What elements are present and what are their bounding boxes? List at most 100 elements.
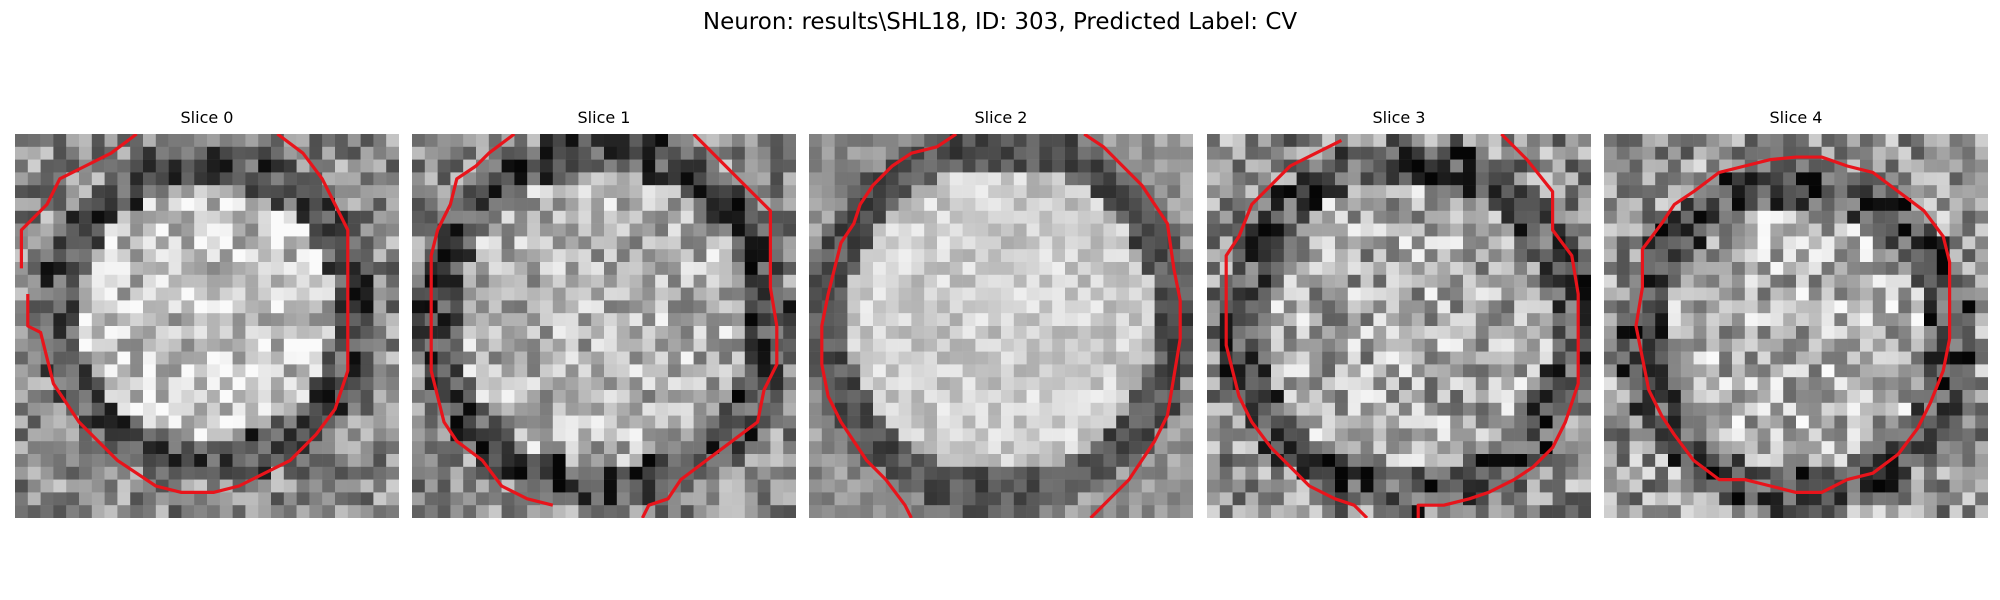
- image-pixel: [1514, 351, 1528, 365]
- image-pixel: [1770, 198, 1784, 212]
- image-pixel: [514, 479, 528, 493]
- image-pixel: [873, 390, 887, 404]
- image-pixel: [949, 428, 963, 442]
- image-pixel: [1207, 390, 1221, 404]
- image-pixel: [488, 351, 502, 365]
- image-pixel: [565, 210, 579, 224]
- image-pixel: [1924, 172, 1938, 186]
- image-pixel: [744, 390, 758, 404]
- image-pixel: [1744, 172, 1758, 186]
- image-pixel: [1437, 351, 1451, 365]
- image-pixel: [706, 223, 720, 237]
- image-pixel: [988, 300, 1002, 314]
- image-pixel: [1154, 249, 1168, 263]
- image-pixel: [1732, 364, 1746, 378]
- image-pixel: [1424, 185, 1438, 199]
- image-pixel: [104, 172, 118, 186]
- image-pixel: [66, 210, 80, 224]
- image-pixel: [732, 262, 746, 276]
- image-pixel: [1296, 274, 1310, 288]
- image-pixel: [1860, 185, 1874, 199]
- image-pixel: [578, 402, 592, 416]
- image-pixel: [194, 262, 208, 276]
- image-pixel: [629, 249, 643, 263]
- image-pixel: [130, 505, 144, 518]
- image-pixel: [1949, 402, 1963, 416]
- image-pixel: [514, 402, 528, 416]
- image-pixel: [1129, 198, 1143, 212]
- image-pixel: [655, 236, 669, 250]
- image-pixel: [347, 364, 361, 378]
- image-pixel: [117, 364, 131, 378]
- image-pixel: [1847, 377, 1861, 391]
- image-pixel: [347, 454, 361, 468]
- image-pixel: [181, 159, 195, 173]
- image-pixel: [1732, 262, 1746, 276]
- image-pixel: [1911, 159, 1925, 173]
- image-pixel: [1834, 198, 1848, 212]
- image-pixel: [783, 159, 796, 173]
- image-pixel: [386, 274, 399, 288]
- image-pixel: [1668, 505, 1682, 518]
- image-pixel: [1514, 223, 1528, 237]
- image-pixel: [642, 198, 656, 212]
- image-pixel: [1719, 146, 1733, 160]
- image-pixel: [1001, 415, 1015, 429]
- image-pixel: [924, 402, 938, 416]
- image-pixel: [296, 454, 310, 468]
- image-pixel: [1322, 505, 1336, 518]
- image-pixel: [1885, 172, 1899, 186]
- image-pixel: [847, 377, 861, 391]
- image-pixel: [1283, 505, 1297, 518]
- image-pixel: [1180, 159, 1193, 173]
- image-pixel: [1463, 441, 1477, 455]
- image-pixel: [1232, 249, 1246, 263]
- image-pixel: [296, 428, 310, 442]
- image-pixel: [668, 223, 682, 237]
- image-pixel: [668, 134, 682, 148]
- image-pixel: [885, 249, 899, 263]
- image-pixel: [347, 300, 361, 314]
- image-pixel: [1154, 479, 1168, 493]
- image-pixel: [1116, 198, 1130, 212]
- image-pixel: [1219, 466, 1233, 480]
- image-pixel: [1616, 377, 1630, 391]
- image-pixel: [821, 236, 835, 250]
- image-pixel: [1373, 159, 1387, 173]
- image-pixel: [1975, 454, 1988, 468]
- image-pixel: [143, 415, 157, 429]
- image-pixel: [1616, 236, 1630, 250]
- image-pixel: [476, 249, 490, 263]
- image-pixel: [1026, 492, 1040, 506]
- image-pixel: [552, 466, 566, 480]
- image-pixel: [1077, 441, 1091, 455]
- image-pixel: [1578, 338, 1591, 352]
- image-pixel: [117, 377, 131, 391]
- image-pixel: [949, 210, 963, 224]
- image-pixel: [655, 172, 669, 186]
- image-pixel: [1296, 326, 1310, 340]
- image-pixel: [1013, 249, 1027, 263]
- image-pixel: [1052, 198, 1066, 212]
- image-pixel: [642, 377, 656, 391]
- image-pixel: [15, 185, 29, 199]
- image-pixel: [962, 210, 976, 224]
- image-pixel: [1065, 287, 1079, 301]
- image-pixel: [1129, 441, 1143, 455]
- image-pixel: [476, 338, 490, 352]
- image-pixel: [386, 454, 399, 468]
- image-pixel: [809, 326, 823, 340]
- image-pixel: [616, 198, 630, 212]
- image-pixel: [1680, 198, 1694, 212]
- image-pixel: [1962, 441, 1976, 455]
- image-pixel: [1655, 505, 1669, 518]
- image-pixel: [578, 492, 592, 506]
- image-pixel: [1001, 198, 1015, 212]
- image-pixel: [757, 300, 771, 314]
- image-pixel: [373, 223, 387, 237]
- image-pixel: [1821, 198, 1835, 212]
- image-pixel: [347, 198, 361, 212]
- image-pixel: [1347, 492, 1361, 506]
- image-pixel: [1129, 505, 1143, 518]
- image-pixel: [1693, 402, 1707, 416]
